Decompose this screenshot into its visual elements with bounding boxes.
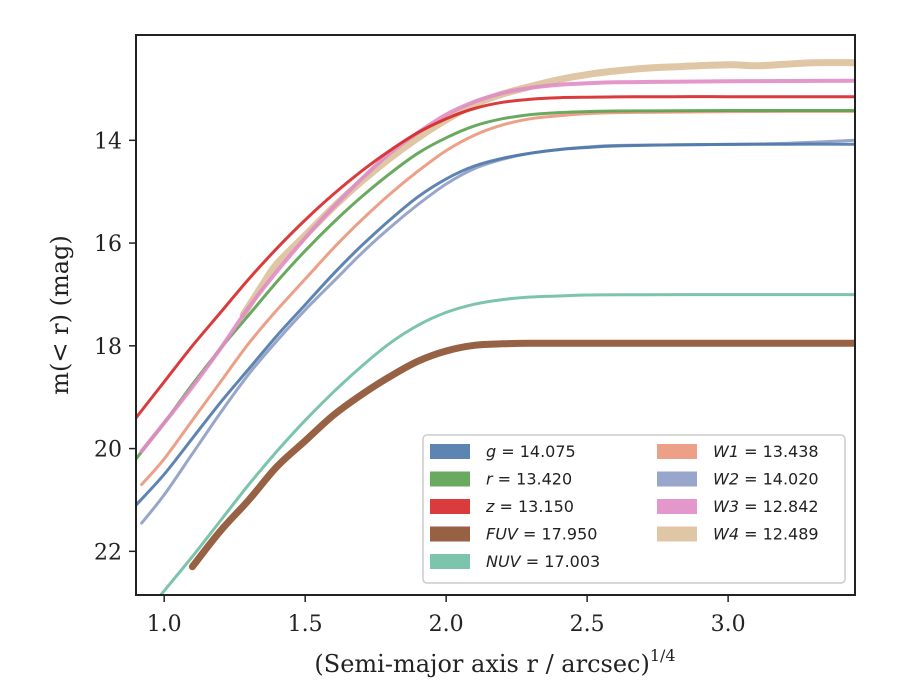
legend-swatch-w1 bbox=[657, 444, 697, 459]
series-line-z bbox=[136, 95, 855, 420]
legend-swatch-fuv bbox=[430, 526, 470, 542]
y-tick-label: 16 bbox=[94, 232, 122, 257]
x-tick-label: 1.0 bbox=[147, 612, 182, 637]
legend-swatch-w3 bbox=[657, 499, 697, 514]
legend-box bbox=[422, 434, 846, 584]
legend-swatch-w4 bbox=[657, 526, 697, 542]
x-tick-label: 2.0 bbox=[429, 612, 464, 637]
legend-label-w4: W4 = 12.489 bbox=[713, 525, 819, 544]
legend-label-w3: W3 = 12.842 bbox=[713, 497, 819, 516]
legend-swatch-z bbox=[430, 499, 470, 514]
x-tick-label: 2.5 bbox=[570, 612, 605, 637]
y-tick-label: 14 bbox=[94, 129, 122, 154]
legend-swatch-w2 bbox=[657, 471, 697, 487]
series-line-fuv bbox=[188, 339, 855, 571]
series-line-w3 bbox=[139, 78, 855, 454]
legend-swatch-r bbox=[430, 471, 470, 487]
legend-label-w2: W2 = 14.020 bbox=[713, 470, 819, 489]
series-layer bbox=[136, 59, 855, 595]
legend-label-z: z = 13.150 bbox=[485, 497, 574, 516]
legend-label-w1: W1 = 13.438 bbox=[713, 442, 819, 461]
legend-label-g: g = 14.075 bbox=[486, 442, 576, 461]
series-line-nuv bbox=[158, 293, 855, 595]
x-tick-label: 3.0 bbox=[711, 612, 746, 637]
y-tick-label: 20 bbox=[94, 438, 122, 463]
x-axis-label-text: (Semi-major axis r / arcsec) bbox=[314, 650, 649, 678]
legend-label-nuv: NUV = 17.003 bbox=[486, 552, 600, 571]
x-tick-label: 1.5 bbox=[288, 612, 323, 637]
legend-swatch-nuv bbox=[430, 554, 470, 569]
legend-label-r: r = 13.420 bbox=[486, 470, 572, 489]
y-axis-label: m(< r) (mag) bbox=[46, 235, 74, 394]
y-axis: 14 16 18 20 22 bbox=[94, 129, 136, 565]
x-axis-label: (Semi-major axis r / arcsec)1/4 bbox=[314, 646, 675, 678]
series-line-r bbox=[136, 108, 855, 461]
legend-label-fuv: FUV = 17.950 bbox=[486, 525, 597, 544]
x-axis-label-power: 1/4 bbox=[650, 646, 676, 665]
y-tick-label: 22 bbox=[94, 540, 122, 565]
plot-frame bbox=[135, 34, 856, 596]
x-axis: 1.0 1.5 2.0 2.5 3.0 bbox=[147, 595, 746, 637]
series-line-g bbox=[136, 142, 855, 507]
y-tick-label: 18 bbox=[94, 335, 122, 360]
legend-swatch-g bbox=[430, 444, 470, 459]
legend: g = 14.075 r = 13.420 z = 13.150 FUV = 17.9… bbox=[422, 434, 846, 584]
